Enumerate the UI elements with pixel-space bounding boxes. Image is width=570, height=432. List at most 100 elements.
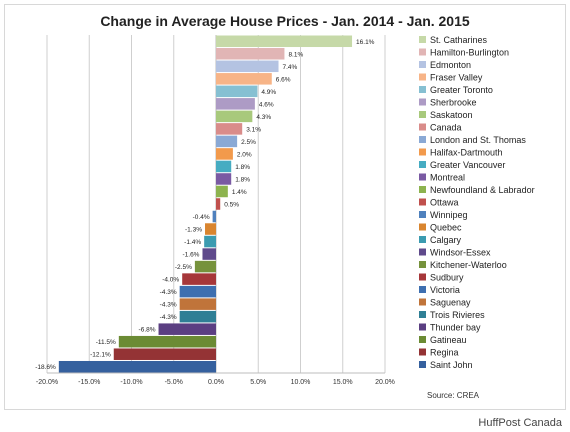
bar <box>205 223 216 235</box>
legend-entry: Greater Vancouver <box>430 160 505 170</box>
data-label: 2.5% <box>241 139 256 146</box>
data-label: -4.0% <box>162 277 179 284</box>
bar <box>204 235 216 248</box>
legend-swatch <box>419 361 426 368</box>
legend-entry: Quebec <box>430 223 462 233</box>
legend-swatch <box>419 223 426 231</box>
data-label: 2.0% <box>237 151 252 158</box>
legend-entry: London and St. Thomas <box>430 135 526 145</box>
legend-swatch <box>419 236 426 243</box>
bar <box>216 85 258 98</box>
legend-swatch <box>419 61 426 68</box>
data-label: 1.8% <box>235 164 250 171</box>
legend-swatch <box>419 86 426 93</box>
legend-swatch <box>419 286 426 293</box>
legend-entry: Saint John <box>430 360 473 370</box>
legend-swatch <box>419 148 426 156</box>
bar <box>216 35 353 48</box>
legend-entry: Ottawa <box>430 198 459 208</box>
legend-entry: Canada <box>430 123 462 133</box>
data-label: -12.1% <box>90 352 111 359</box>
bar <box>194 260 216 273</box>
legend-entry: Victoria <box>430 285 460 295</box>
legend-entry: Trois Rivieres <box>430 310 485 320</box>
bar <box>182 273 216 285</box>
legend-swatch <box>419 336 426 343</box>
bar <box>216 185 228 198</box>
legend-entry: Fraser Valley <box>430 73 483 83</box>
data-label: -1.6% <box>182 252 199 259</box>
bar <box>58 360 216 373</box>
legend-entry: Saskatoon <box>430 110 473 120</box>
data-label: -11.5% <box>96 339 116 346</box>
bar <box>216 60 279 73</box>
data-label: -4.3% <box>160 314 177 321</box>
data-label: 8.1% <box>288 51 303 58</box>
legend-entry: Thunder bay <box>430 323 481 333</box>
data-label: 3.1% <box>246 126 261 133</box>
bar <box>216 198 221 210</box>
data-label: 4.9% <box>261 89 276 96</box>
legend-swatch <box>419 348 426 356</box>
x-tick-label: -5.0% <box>165 379 183 386</box>
data-label: -18.6% <box>35 364 56 371</box>
legend-swatch <box>419 211 426 218</box>
legend-entry: Kitchener-Waterloo <box>430 260 507 270</box>
bar <box>113 348 216 360</box>
data-label: 7.4% <box>283 64 298 71</box>
bar <box>216 148 233 160</box>
data-label: 1.4% <box>232 189 247 196</box>
legend-entry: Sudbury <box>430 273 464 283</box>
legend-entry: Sherbrooke <box>430 98 477 108</box>
legend-swatch <box>419 98 426 106</box>
data-label: 1.8% <box>235 176 250 183</box>
bar <box>158 323 216 335</box>
bar <box>216 98 255 110</box>
legend-swatch <box>419 323 426 331</box>
legend-swatch <box>419 161 426 168</box>
data-label: -1.3% <box>185 227 202 234</box>
bar <box>118 335 216 348</box>
data-label: -1.4% <box>184 239 201 246</box>
legend-entry: Montreal <box>430 173 465 183</box>
legend-entry: Regina <box>430 348 459 358</box>
data-label: 0.5% <box>224 202 239 209</box>
legend-entry: Newfoundland & Labrador <box>430 185 535 195</box>
data-label: 4.6% <box>259 101 274 108</box>
x-tick-label: -20.0% <box>36 379 58 386</box>
bar <box>179 285 216 298</box>
legend-entry: St. Catharines <box>430 35 488 45</box>
bar <box>216 135 238 148</box>
x-tick-label: 20.0% <box>375 379 395 386</box>
bar <box>216 73 272 85</box>
legend-swatch <box>419 198 426 206</box>
legend-swatch <box>419 298 426 306</box>
bar <box>212 210 216 223</box>
x-tick-label: 10.0% <box>291 379 311 386</box>
data-label: 6.6% <box>276 76 291 83</box>
legend-swatch <box>419 273 426 281</box>
source-note: Source: CREA <box>427 391 480 400</box>
legend-entry: Saguenay <box>430 298 471 308</box>
legend-swatch <box>419 136 426 143</box>
bar-chart: -20.0% -15.0% -10.0% -5.0% 0.0% 5.0% 10.0% 15.0… <box>35 35 535 386</box>
legend-swatch <box>419 173 426 181</box>
legend-swatch <box>419 73 426 81</box>
legend-entry: Edmonton <box>430 60 471 70</box>
data-label: -4.3% <box>160 302 177 309</box>
x-tick-label: 15.0% <box>333 379 353 386</box>
x-tick-label: 5.0% <box>250 379 266 386</box>
legend-entry: Gatineau <box>430 335 467 345</box>
credit-label: HuffPost Canada <box>478 417 562 429</box>
chart-frame: Change in Average House Prices - Jan. 20… <box>4 4 566 410</box>
bar <box>216 160 232 173</box>
legend-entry: Windsor-Essex <box>430 248 491 258</box>
legend-swatch <box>419 36 426 43</box>
data-label: 4.3% <box>256 114 271 121</box>
data-label: -6.8% <box>139 327 156 334</box>
x-tick-label: 0.0% <box>208 379 224 386</box>
bar <box>216 123 243 135</box>
legend-swatch <box>419 123 426 131</box>
bar <box>216 48 285 60</box>
